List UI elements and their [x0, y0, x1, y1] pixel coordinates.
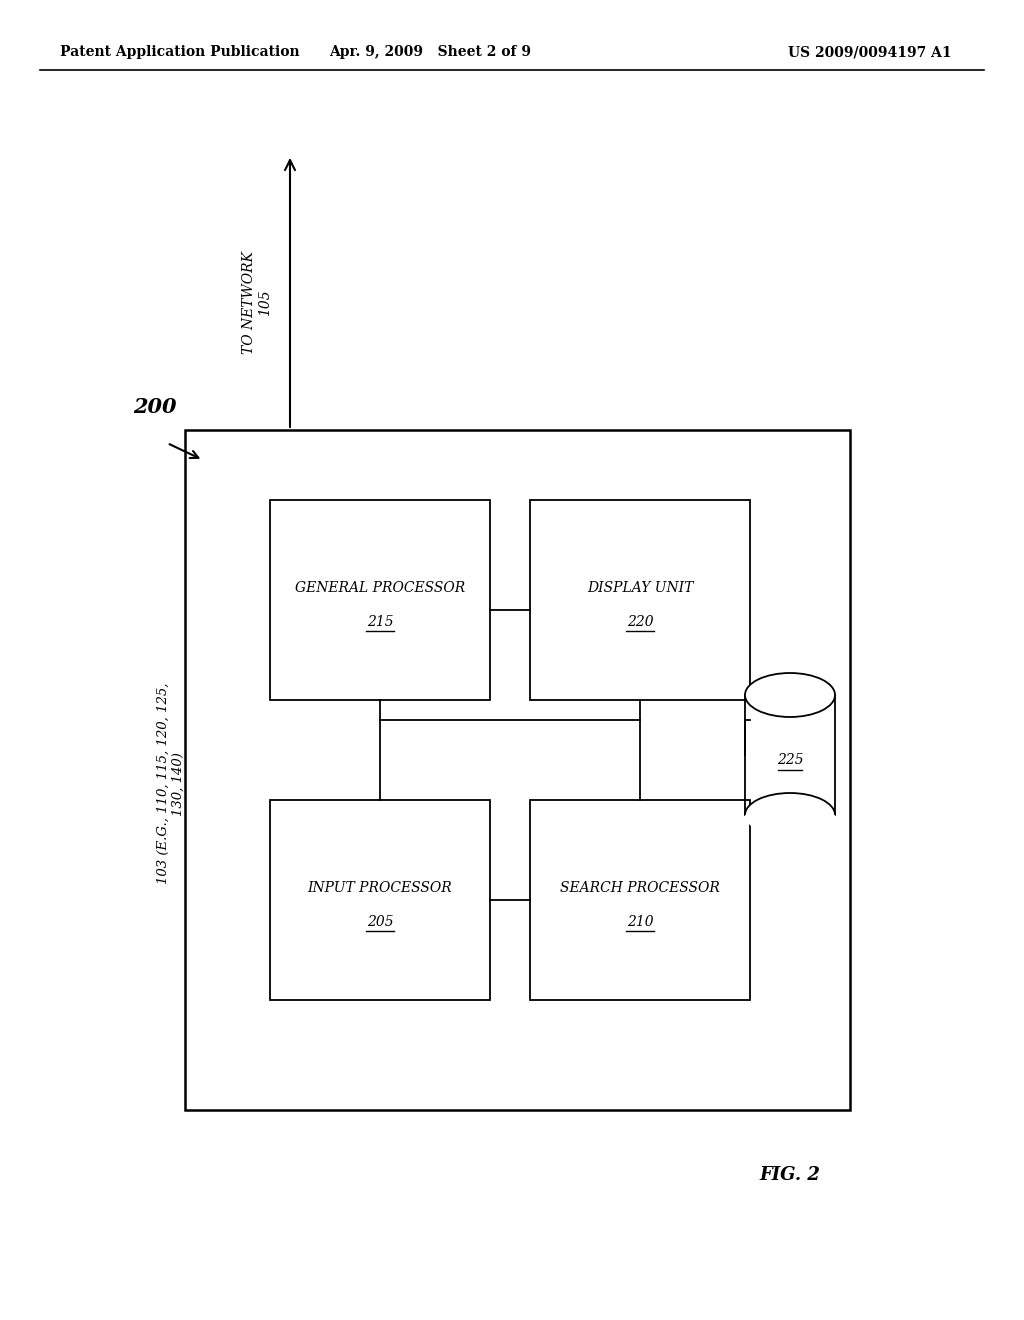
Text: DISPLAY UNIT: DISPLAY UNIT — [587, 581, 693, 595]
Text: 225: 225 — [776, 752, 803, 767]
Text: 215: 215 — [367, 615, 393, 630]
Text: US 2009/0094197 A1: US 2009/0094197 A1 — [788, 45, 952, 59]
Text: TO NETWORK
105: TO NETWORK 105 — [242, 251, 272, 354]
Text: GENERAL PROCESSOR: GENERAL PROCESSOR — [295, 581, 465, 595]
Bar — [530, 800, 750, 1001]
Text: Patent Application Publication: Patent Application Publication — [60, 45, 300, 59]
Text: 205: 205 — [367, 915, 393, 929]
Text: 210: 210 — [627, 915, 653, 929]
Bar — [270, 800, 490, 1001]
Text: SEARCH PROCESSOR: SEARCH PROCESSOR — [560, 880, 720, 895]
Text: 200: 200 — [133, 397, 177, 417]
Bar — [530, 500, 750, 700]
Bar — [185, 430, 850, 1110]
Text: INPUT PROCESSOR: INPUT PROCESSOR — [307, 880, 453, 895]
Text: FIG. 2: FIG. 2 — [760, 1166, 820, 1184]
Text: Apr. 9, 2009   Sheet 2 of 9: Apr. 9, 2009 Sheet 2 of 9 — [329, 45, 531, 59]
Text: 220: 220 — [627, 615, 653, 630]
Ellipse shape — [745, 673, 835, 717]
Bar — [270, 500, 490, 700]
Ellipse shape — [745, 793, 835, 837]
Text: 103 (E.G., 110, 115, 120, 125,
130, 140): 103 (E.G., 110, 115, 120, 125, 130, 140) — [157, 682, 185, 884]
